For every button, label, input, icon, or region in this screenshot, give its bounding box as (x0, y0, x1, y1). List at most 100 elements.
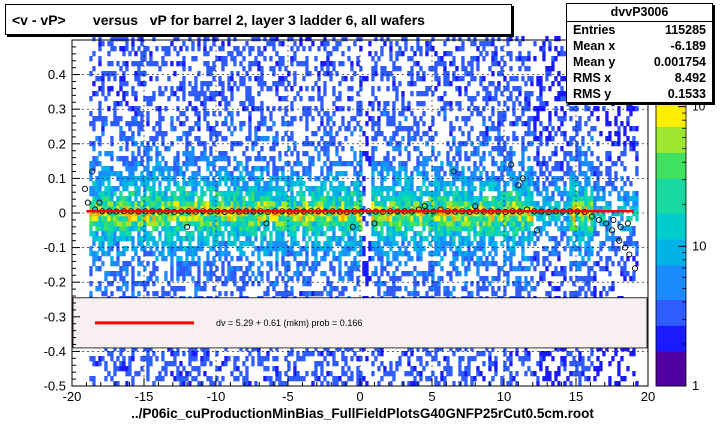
heat-cell (263, 211, 267, 217)
heat-cell (326, 116, 330, 122)
heat-cell (224, 151, 228, 157)
heat-cell (419, 201, 423, 207)
heat-cell (227, 251, 231, 257)
heat-cell (98, 151, 102, 157)
heat-cell (137, 46, 141, 52)
heat-cell (368, 156, 372, 162)
heat-cell (92, 381, 96, 387)
heat-cell (278, 96, 282, 102)
heat-cell (125, 46, 129, 52)
heat-cell (491, 146, 495, 152)
heat-cell (275, 166, 279, 172)
heat-cell (389, 381, 393, 387)
heat-cell (317, 221, 321, 227)
heat-cell (449, 181, 453, 187)
heat-cell (314, 256, 318, 262)
heat-cell (287, 246, 291, 252)
heat-cell (341, 366, 345, 372)
heat-cell (425, 216, 429, 222)
heat-cell (218, 226, 222, 232)
heat-cell (443, 171, 447, 177)
heat-cell (392, 81, 396, 87)
heat-cell (476, 281, 480, 287)
heat-cell (431, 91, 435, 97)
heat-cell (227, 161, 231, 167)
heat-cell (515, 116, 519, 122)
heat-cell (182, 216, 186, 222)
heat-cell (311, 156, 315, 162)
heat-cell (248, 206, 252, 212)
heat-cell (461, 356, 465, 362)
heat-cell (200, 221, 204, 227)
heat-cell (350, 161, 354, 167)
heat-cell (218, 166, 222, 172)
heat-cell (392, 76, 396, 82)
heat-cell (413, 246, 417, 252)
heat-cell (437, 81, 441, 87)
heat-cell (281, 231, 285, 237)
heat-cell (311, 266, 315, 272)
heat-cell (449, 246, 453, 252)
heat-cell (230, 176, 234, 182)
heat-cell (488, 81, 492, 87)
heat-cell (305, 86, 309, 92)
heat-cell (341, 121, 345, 127)
heat-cell (299, 86, 303, 92)
heat-cell (272, 196, 276, 202)
heat-cell (248, 96, 252, 102)
heat-cell (197, 276, 201, 282)
heat-cell (419, 371, 423, 377)
heat-cell (182, 201, 186, 207)
heat-cell (377, 216, 381, 222)
heat-cell (146, 186, 150, 192)
heat-cell (419, 246, 423, 252)
heat-cell (449, 261, 453, 267)
heat-cell (287, 276, 291, 282)
heat-cell (164, 216, 168, 222)
heat-cell (446, 156, 450, 162)
heat-cell (335, 96, 339, 102)
heat-cell (491, 261, 495, 267)
heat-cell (218, 176, 222, 182)
heat-cell (461, 371, 465, 377)
heat-cell (212, 161, 216, 167)
heat-cell (299, 96, 303, 102)
heat-cell (497, 271, 501, 277)
heat-cell (395, 66, 399, 72)
heat-cell (419, 161, 423, 167)
heat-cell (485, 226, 489, 232)
heat-cell (344, 216, 348, 222)
heat-cell (338, 256, 342, 262)
heat-cell (191, 216, 195, 222)
heat-cell (221, 196, 225, 202)
heat-cell (137, 256, 141, 262)
heat-cell (401, 351, 405, 357)
heat-cell (227, 271, 231, 277)
heat-cell (485, 261, 489, 267)
heat-cell (137, 151, 141, 157)
heat-cell (275, 376, 279, 382)
heat-cell (458, 216, 462, 222)
heat-cell (251, 36, 255, 42)
heat-cell (161, 256, 165, 262)
heat-cell (242, 221, 246, 227)
heat-cell (302, 231, 306, 237)
heat-cell (158, 201, 162, 207)
heat-cell (494, 261, 498, 267)
heat-cell (152, 196, 156, 202)
heat-cell (227, 186, 231, 192)
heat-cell (422, 236, 426, 242)
heat-cell (224, 291, 228, 297)
heat-cell (104, 191, 108, 197)
heat-cell (125, 81, 129, 87)
heat-cell (254, 76, 258, 82)
heat-cell (224, 361, 228, 367)
heat-cell (188, 191, 192, 197)
heat-cell (323, 221, 327, 227)
heat-cell (158, 221, 162, 227)
heat-cell (128, 366, 132, 372)
heat-cell (101, 121, 105, 127)
heat-cell (293, 271, 297, 277)
heat-cell (509, 66, 513, 72)
heat-cell (488, 351, 492, 357)
